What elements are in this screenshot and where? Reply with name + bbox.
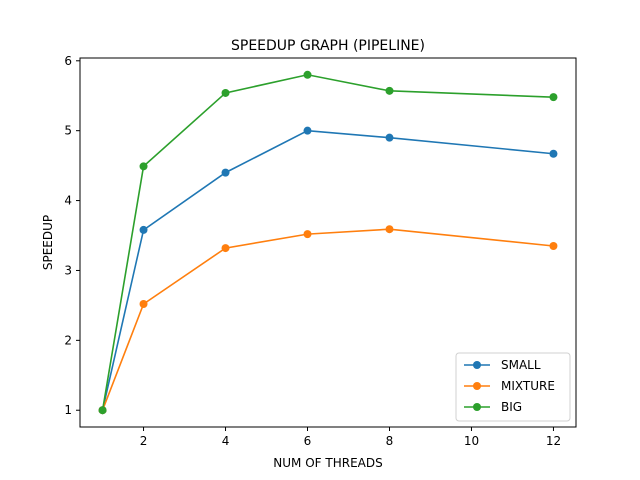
data-point-big (139, 162, 148, 171)
data-point-big (221, 88, 230, 97)
x-tick-label: 2 (140, 434, 148, 448)
legend: SMALL MIXTURE BIG (455, 352, 571, 422)
legend-marker-small (473, 361, 481, 369)
data-point-big (549, 93, 558, 102)
data-point-big (303, 70, 312, 79)
legend-marker-big (473, 403, 481, 411)
y-tick-label: 3 (64, 263, 72, 277)
y-tick-label: 2 (64, 333, 72, 347)
data-point-small (549, 149, 558, 158)
legend-marker-mixture (473, 382, 481, 390)
data-point-small (139, 225, 148, 234)
x-tick-label: 8 (386, 434, 394, 448)
x-tick-label: 6 (304, 434, 312, 448)
data-point-small (303, 126, 312, 135)
y-tick-label: 4 (64, 194, 72, 208)
series-line-big (101, 73, 554, 411)
series-line-small (101, 129, 554, 411)
x-axis-label: NUM OF THREADS (273, 456, 382, 470)
plot-frame (79, 57, 577, 428)
data-point-small (221, 168, 230, 177)
legend-box (455, 352, 571, 422)
y-tick-label: 5 (64, 124, 72, 138)
y-tick-label: 1 (64, 403, 72, 417)
data-point-mixture (139, 300, 148, 308)
legend-label-big: BIG (501, 400, 522, 414)
chart-title: SPEEDUP GRAPH (PIPELINE) (231, 38, 425, 54)
x-tick-label: 4 (222, 434, 230, 448)
y-tick-label: 6 (64, 54, 72, 68)
x-tick-label: 10 (464, 434, 479, 448)
data-point-mixture (303, 230, 312, 239)
legend-label-mixture: MIXTURE (501, 379, 555, 393)
series-line-mixture (101, 228, 554, 411)
y-axis-label: SPEEDUP (41, 215, 55, 270)
data-point-big (385, 86, 394, 95)
data-point-mixture (221, 244, 230, 253)
data-point-mixture (385, 225, 394, 234)
x-tick-label: 12 (546, 434, 561, 448)
data-point-mixture (549, 241, 558, 250)
data-point-big (98, 406, 107, 415)
legend-label-small: SMALL (501, 358, 541, 372)
data-point-small (385, 133, 394, 142)
